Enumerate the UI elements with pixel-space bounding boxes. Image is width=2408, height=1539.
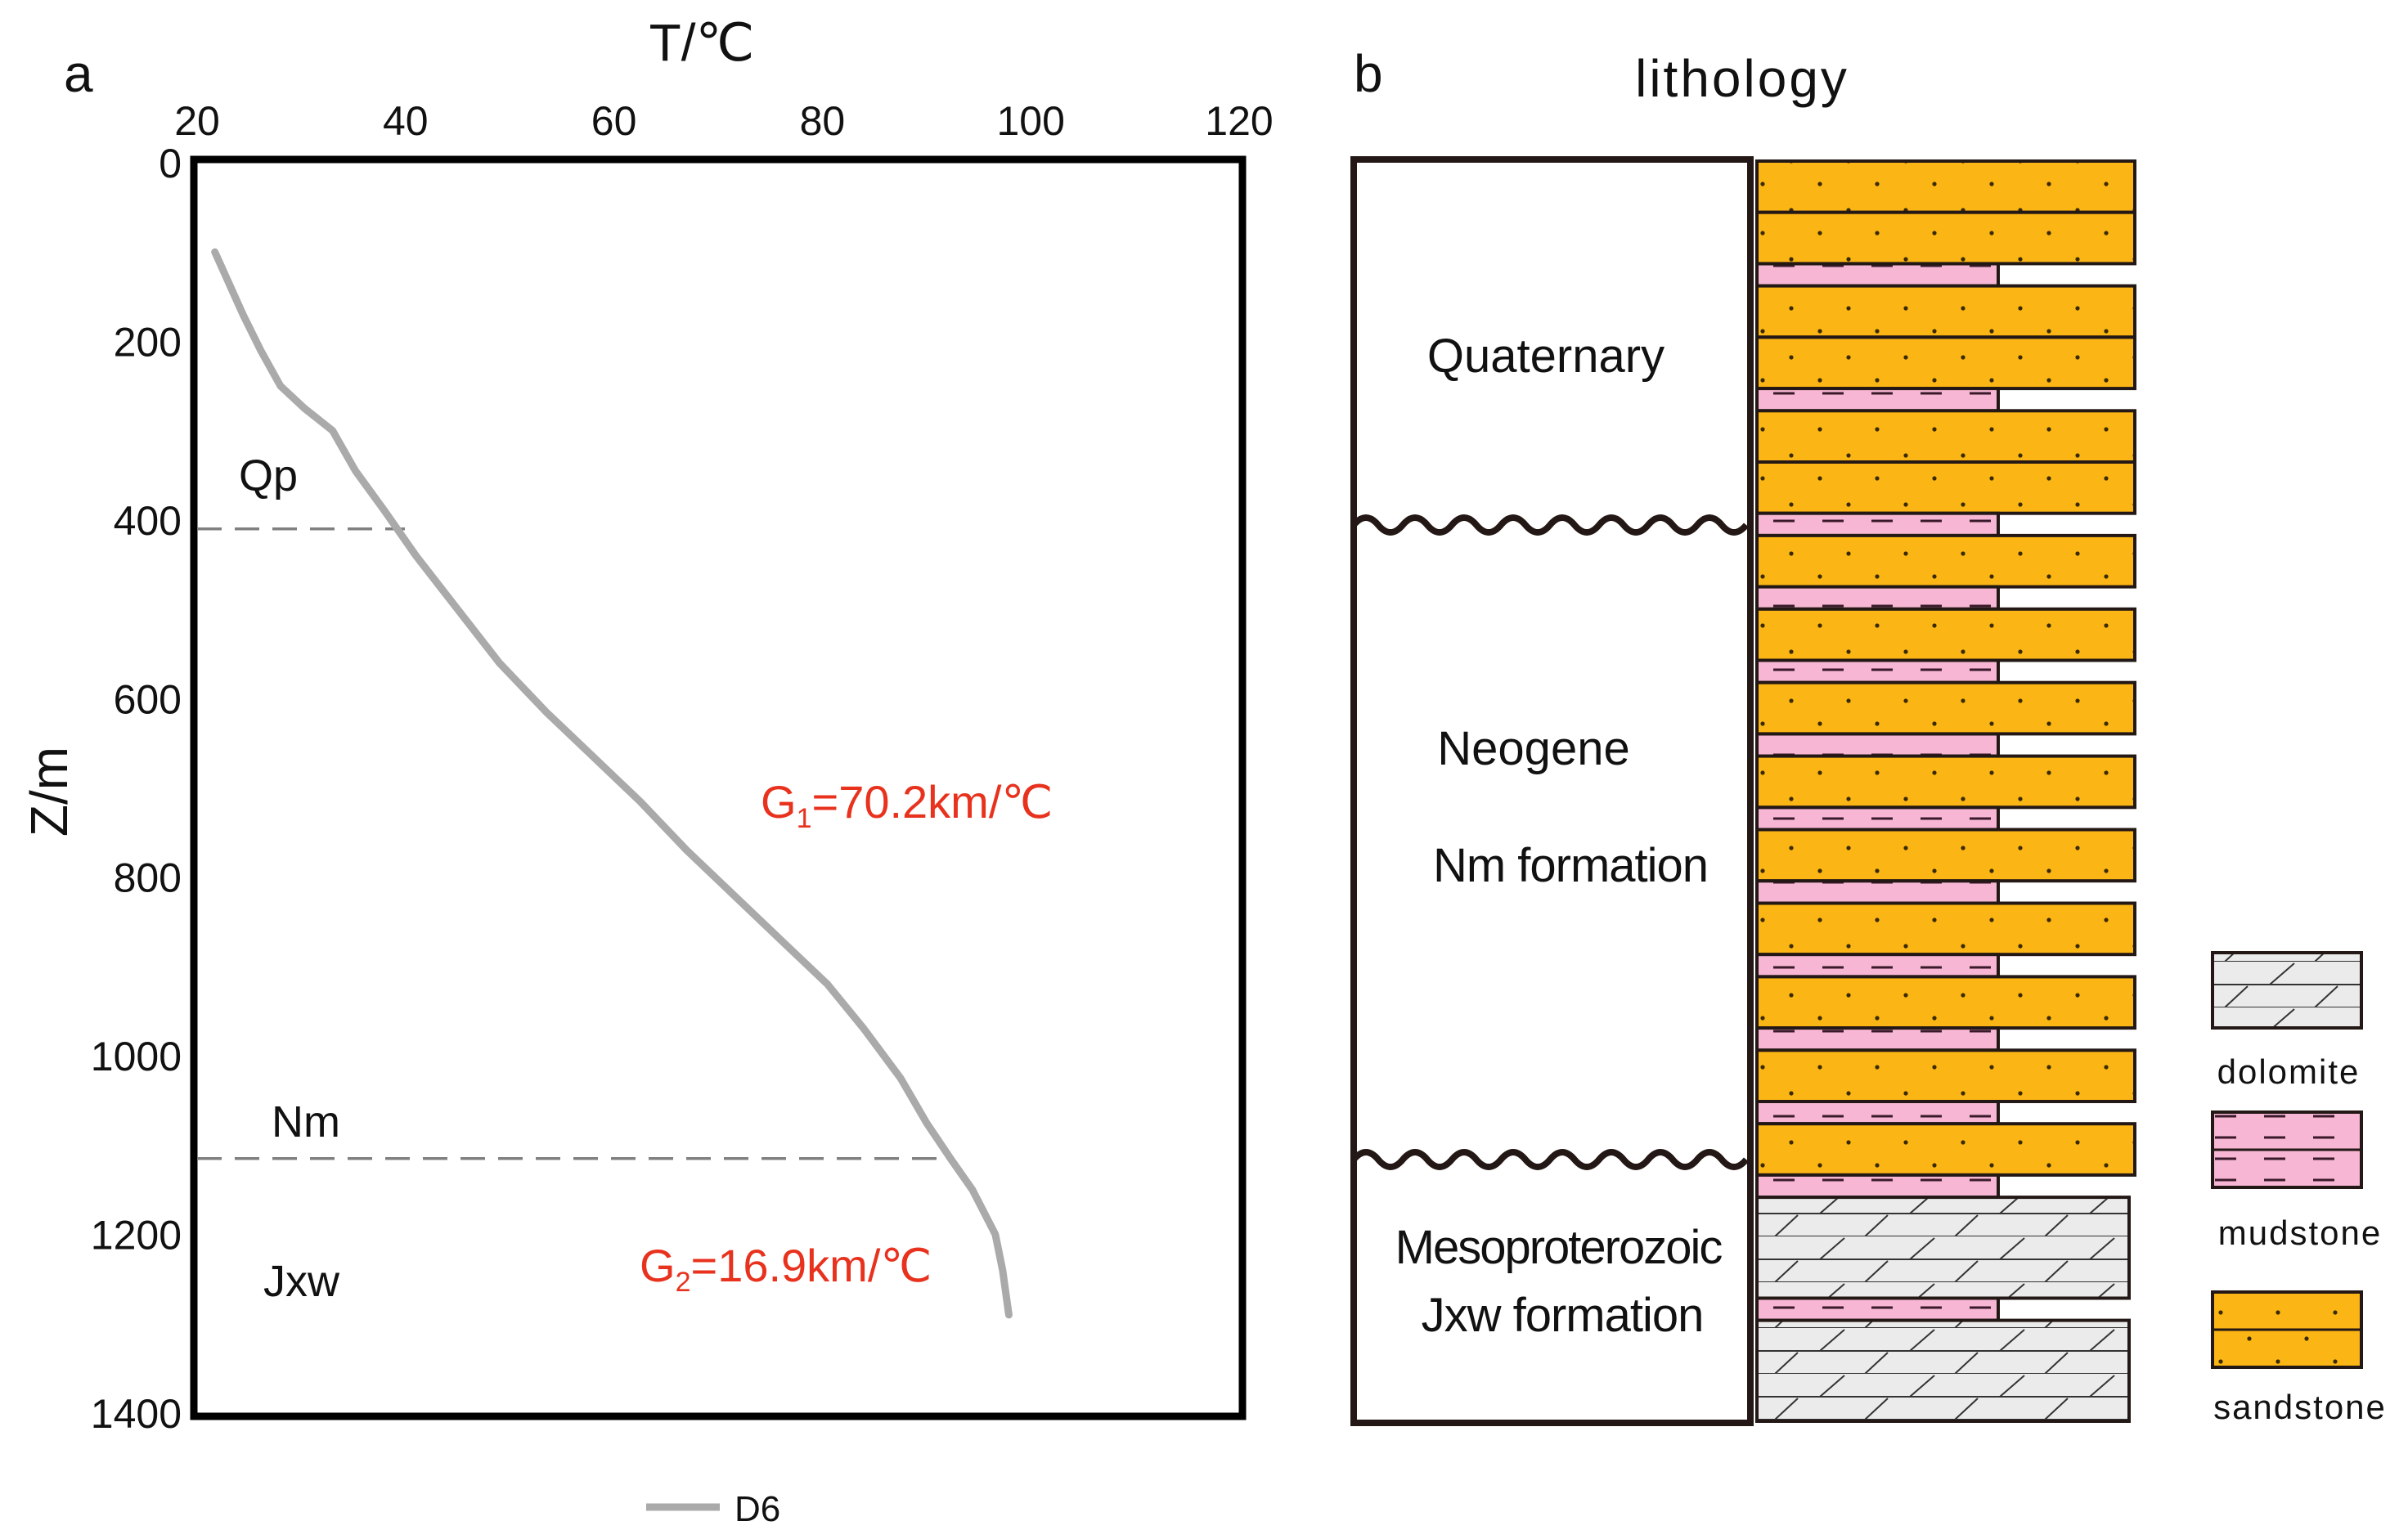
lithology-bed-mudstone: [1755, 511, 2000, 537]
lithology-bed-mudstone: [1755, 1296, 2000, 1322]
lithology-bed-sandstone: [1755, 1122, 2136, 1177]
lithology-bed-mudstone: [1755, 658, 2000, 684]
lithology-bed-sandstone: [1755, 335, 2136, 391]
panel-label-b: b: [1354, 44, 1383, 103]
lithology-bed-sandstone: [1755, 533, 2136, 589]
unconformity-1: [1350, 514, 1750, 536]
lithology-title: lithology: [1635, 49, 1849, 108]
x-tick-label: 40: [383, 98, 429, 144]
lithology-column: [1755, 159, 2136, 1423]
gradient-g2-annotation: G2=16.9km/℃: [640, 1240, 932, 1298]
lithology-bed-mudstone: [1755, 1100, 2000, 1126]
y-tick-label: 600: [114, 676, 182, 722]
legend-label-dolomite: dolomite: [2217, 1052, 2361, 1091]
lithology-bed-sandstone: [1755, 901, 2136, 957]
lithology-bed-mudstone: [1755, 805, 2000, 832]
y-tick-label: 800: [114, 855, 182, 901]
y-tick-label: 1000: [91, 1034, 182, 1079]
lithology-bed-sandstone: [1755, 754, 2136, 810]
lithology-bed-mudstone: [1755, 953, 2000, 979]
y-tick-labels: 0 200 400 600 800 1000 1200 1400: [91, 141, 182, 1437]
x-tick-label: 80: [800, 98, 846, 144]
y-tick-label: 1400: [91, 1391, 182, 1437]
lithology-bed-sandstone: [1755, 1048, 2136, 1104]
legend: D6: [646, 1489, 780, 1529]
lithology-bed-sandstone: [1755, 680, 2136, 736]
unit-quaternary: Quaternary: [1427, 330, 1664, 383]
x-tick-labels: 20 40 60 80 100 120: [174, 98, 1274, 144]
unit-jxw-formation: Jxw formation: [1422, 1289, 1704, 1342]
lithology-bed-sandstone: [1755, 460, 2136, 515]
label-qp: Qp: [239, 451, 298, 500]
legend-label-sandstone: sandstone: [2213, 1388, 2387, 1426]
x-tick-label: 20: [174, 98, 220, 144]
label-nm: Nm: [272, 1097, 340, 1146]
lithology-bed-sandstone: [1755, 828, 2136, 883]
x-axis-title: T/℃: [649, 13, 755, 72]
unit-mesoproterozoic: Mesoproterozoic: [1395, 1221, 1723, 1274]
series-d6-line: [211, 248, 1013, 1319]
lithology-bed-mudstone: [1755, 262, 2000, 288]
x-tick-label: 120: [1205, 98, 1273, 144]
y-axis-title: Z/m: [20, 747, 79, 837]
lithology-bed-sandstone: [1755, 975, 2136, 1030]
panel-a: a T/℃ 20 40 60 80 100 120 0 200 400 600 800 1000 12…: [20, 13, 1274, 1529]
x-tick-label: 60: [591, 98, 637, 144]
y-tick-label: 0: [159, 141, 182, 186]
lithology-bed-mudstone: [1755, 585, 2000, 611]
lithology-bed-sandstone: [1755, 159, 2136, 214]
legend-label-d6: D6: [735, 1489, 780, 1529]
legend-label-mudstone: mudstone: [2218, 1214, 2382, 1252]
plot-frame: [190, 155, 1247, 1420]
lithology-bed-sandstone: [1755, 210, 2136, 266]
lithology-bed-sandstone: [1755, 409, 2136, 464]
legend-swatch-dolomite: [2211, 951, 2363, 1030]
y-tick-label: 400: [114, 498, 182, 544]
lithology-bed-mudstone: [1755, 1026, 2000, 1052]
label-jxw: Jxw: [263, 1257, 340, 1306]
unit-nm-formation: Nm formation: [1433, 839, 1708, 892]
lithology-bed-sandstone: [1755, 284, 2136, 339]
stratigraphy-column-frame: [1350, 156, 1754, 1426]
lithology-bed-mudstone: [1755, 387, 2000, 413]
lithology-legend: dolomite mudstone sandstone: [2211, 951, 2387, 1426]
lithology-bed-sandstone: [1755, 607, 2136, 662]
unit-neogene: Neogene: [1437, 722, 1629, 775]
unconformity-2: [1350, 1149, 1750, 1170]
lithology-bed-mudstone: [1755, 732, 2000, 758]
lithology-bed-dolomite: [1755, 1196, 2131, 1300]
lithology-bed-dolomite: [1755, 1318, 2131, 1423]
y-tick-label: 200: [114, 319, 182, 365]
y-tick-label: 1200: [91, 1213, 182, 1259]
gradient-g1-annotation: G1=70.2km/℃: [761, 776, 1053, 834]
panel-b: b lithology Quaternary Neogene Nm format…: [1350, 44, 2387, 1426]
lithology-bed-mudstone: [1755, 879, 2000, 905]
lithology-bed-mudstone: [1755, 1173, 2000, 1200]
panel-label-a: a: [64, 44, 93, 103]
x-tick-label: 100: [996, 98, 1064, 144]
